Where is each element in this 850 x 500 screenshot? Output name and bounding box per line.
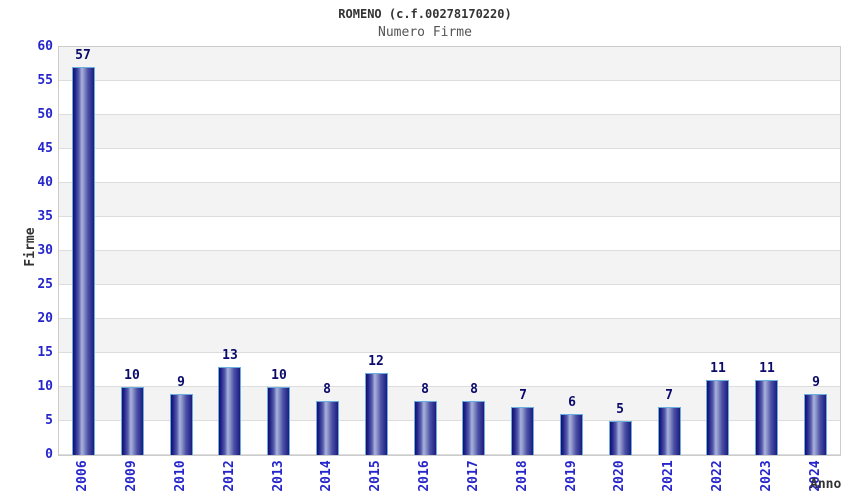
bar-2017 — [462, 401, 485, 455]
bar-value-label: 9 — [177, 375, 185, 390]
x-tick-label: 2019 — [564, 460, 579, 492]
grid-band — [59, 319, 840, 353]
x-tick-label: 2017 — [466, 460, 481, 492]
y-tick-label: 45 — [37, 141, 53, 156]
bar-2009 — [121, 387, 144, 455]
y-tick-label: 30 — [37, 243, 53, 258]
y-tick-label: 35 — [37, 209, 53, 224]
x-tick-label: 2022 — [710, 460, 725, 492]
bar-2022 — [706, 380, 729, 455]
bar-value-label: 10 — [271, 368, 287, 383]
grid-band — [59, 353, 840, 387]
y-tick-label: 15 — [37, 345, 53, 360]
y-tick-label: 25 — [37, 277, 53, 292]
grid-band — [59, 149, 840, 183]
x-tick-label: 2012 — [222, 460, 237, 492]
x-tick-label: 2013 — [271, 460, 286, 492]
x-tick-label: 2018 — [515, 460, 530, 492]
x-tick-label: 2021 — [661, 460, 676, 492]
grid-band — [59, 115, 840, 149]
y-tick-label: 10 — [37, 379, 53, 394]
y-tick-label: 40 — [37, 175, 53, 190]
bar-2021 — [658, 407, 681, 455]
bar-2019 — [560, 414, 583, 455]
bar-value-label: 8 — [323, 382, 331, 397]
x-tick-label: 2010 — [173, 460, 188, 492]
x-axis-title: Anno — [810, 477, 842, 492]
bar-value-label: 12 — [368, 354, 384, 369]
bar-2015 — [365, 373, 388, 455]
bar-value-label: 9 — [812, 375, 820, 390]
y-tick-label: 55 — [37, 73, 53, 88]
grid-band — [59, 81, 840, 115]
chart-subtitle: Numero Firme — [378, 25, 472, 40]
bar-value-label: 11 — [759, 361, 775, 376]
bar-value-label: 7 — [519, 388, 527, 403]
bar-2014 — [316, 401, 339, 455]
bar-2006 — [72, 67, 95, 455]
x-tick-label: 2014 — [319, 460, 334, 492]
bar-2024 — [804, 394, 827, 455]
y-tick-label: 0 — [45, 447, 53, 462]
x-tick-label: 2009 — [124, 460, 139, 492]
x-tick-label: 2023 — [759, 460, 774, 492]
bar-2012 — [218, 367, 241, 455]
bar-value-label: 6 — [568, 395, 576, 410]
grid-band — [59, 217, 840, 251]
bar-value-label: 5 — [616, 402, 624, 417]
y-tick-label: 50 — [37, 107, 53, 122]
bar-value-label: 7 — [665, 388, 673, 403]
bar-2018 — [511, 407, 534, 455]
grid-band — [59, 47, 840, 81]
x-tick-label: 2016 — [417, 460, 432, 492]
bar-value-label: 57 — [75, 48, 91, 63]
bar-2016 — [414, 401, 437, 455]
chart-title: ROMENO (c.f.00278170220) — [338, 7, 512, 21]
grid-band — [59, 251, 840, 285]
bar-value-label: 11 — [710, 361, 726, 376]
plot-area: 57 10 9 13 10 8 12 8 8 7 6 5 7 11 11 9 — [58, 46, 841, 456]
y-tick-label: 60 — [37, 39, 53, 54]
bar-2010 — [170, 394, 193, 455]
bar-2023 — [755, 380, 778, 455]
y-tick-label: 5 — [45, 413, 53, 428]
x-tick-label: 2015 — [368, 460, 383, 492]
bar-value-label: 8 — [421, 382, 429, 397]
bar-value-label: 10 — [124, 368, 140, 383]
y-tick-label: 20 — [37, 311, 53, 326]
x-tick-label: 2006 — [75, 460, 90, 492]
bar-2013 — [267, 387, 290, 455]
x-tick-label: 2020 — [612, 460, 627, 492]
bar-2020 — [609, 421, 632, 455]
grid-band — [59, 183, 840, 217]
bar-value-label: 8 — [470, 382, 478, 397]
bar-value-label: 13 — [222, 348, 238, 363]
grid-band — [59, 285, 840, 319]
